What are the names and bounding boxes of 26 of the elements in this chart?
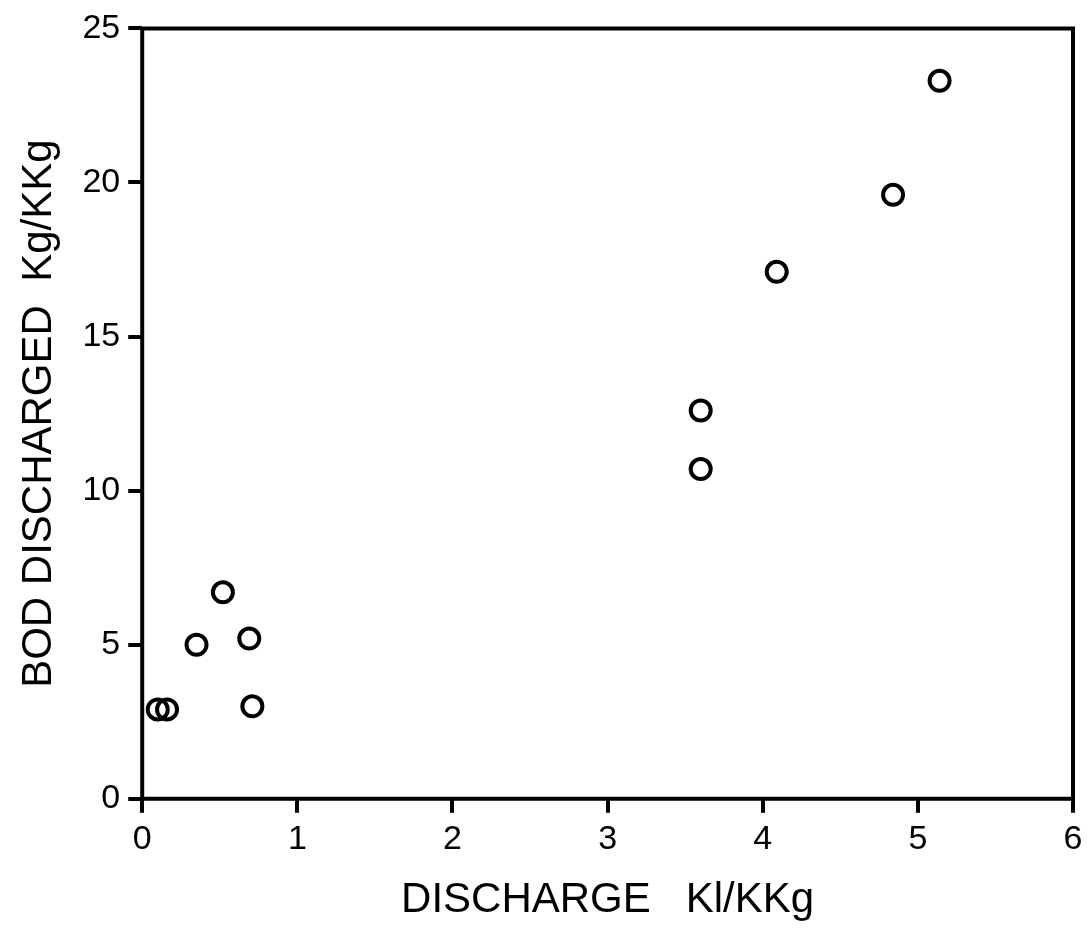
x-tick-label: 3 [598, 817, 618, 856]
y-tick-label: 5 [101, 623, 121, 662]
point [240, 694, 265, 719]
y-axis-title: BOD DISCHARGED Kg/KKg [12, 139, 60, 688]
point [688, 398, 713, 423]
point [927, 68, 952, 93]
point [155, 697, 180, 722]
y-tick-label: 20 [82, 160, 121, 199]
x-tick-label: 2 [443, 817, 462, 856]
x-tick-label: 1 [287, 817, 307, 856]
x-axis-title: DISCHARGE Kl/KKg [401, 874, 815, 922]
point [881, 182, 906, 207]
point [184, 632, 209, 657]
y-tick-label: 10 [82, 469, 121, 508]
y-tick-label: 25 [82, 6, 121, 45]
point [688, 457, 713, 482]
point [764, 259, 789, 284]
point [210, 580, 235, 605]
x-tick-label: 5 [908, 817, 928, 856]
point [237, 626, 262, 651]
x-tick-label: 4 [753, 817, 773, 856]
y-tick-label: 15 [82, 314, 121, 353]
x-tick-label: 0 [132, 817, 152, 856]
y-tick-label: 0 [101, 777, 121, 816]
x-tick-label: 6 [1063, 817, 1083, 856]
point [145, 697, 170, 722]
